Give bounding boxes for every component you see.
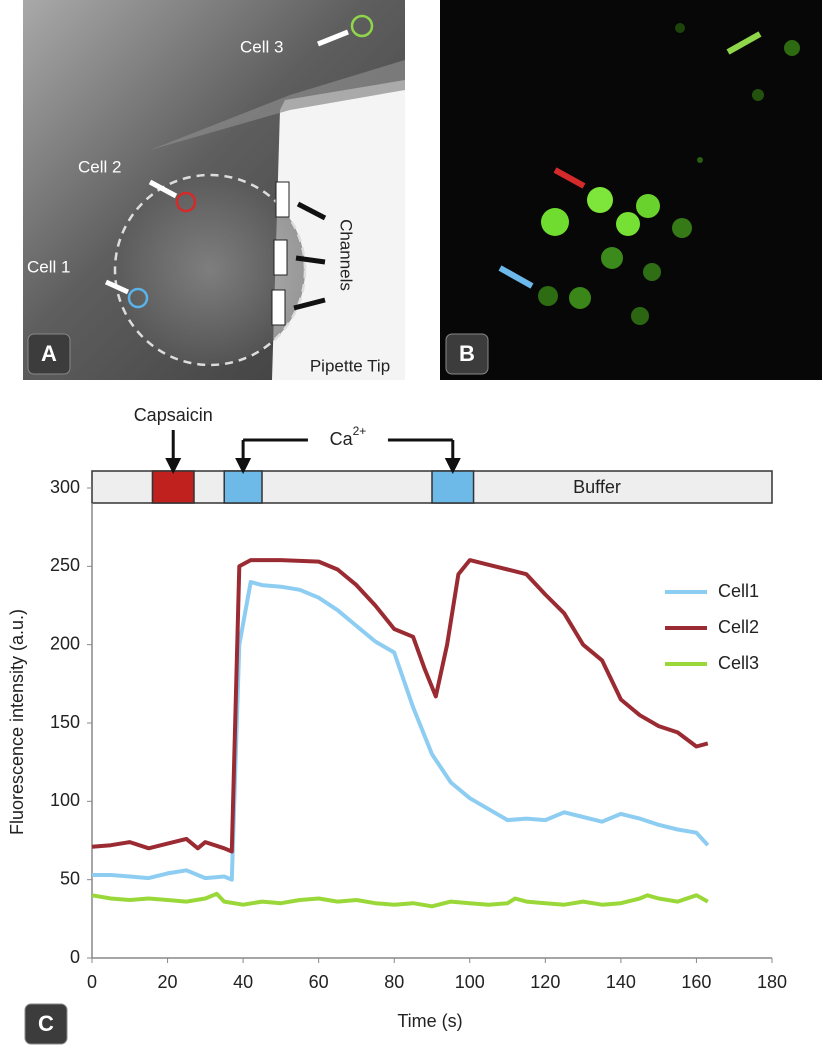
x-tick-label: 60 (309, 972, 329, 992)
panel-label-box (24, 1003, 68, 1045)
cell-arrows (104, 29, 349, 295)
dashed-region (113, 173, 307, 367)
panel-label: C (38, 1011, 54, 1036)
x-tick-label: 0 (87, 972, 97, 992)
y-tick-label: 100 (50, 790, 80, 810)
annotation: Pipette Tip (310, 356, 390, 375)
stimulus-label-superscript: 2+ (353, 424, 367, 438)
annotation: Cell 3 (240, 37, 283, 56)
panel-label: A (41, 341, 57, 366)
legend-label: Cell3 (718, 653, 759, 673)
annotation: Cell 2 (78, 157, 121, 176)
y-axis-label: Fluorescence intensity (a.u.) (7, 609, 27, 835)
y-tick-label: 200 (50, 633, 80, 653)
x-tick-label: 40 (233, 972, 253, 992)
x-tick-label: 120 (530, 972, 560, 992)
stimulus (151, 470, 195, 504)
channel (275, 181, 290, 218)
arrowhead (444, 458, 461, 474)
arrowhead (235, 458, 252, 474)
x-tick-label: 160 (681, 972, 711, 992)
y-tick-label: 300 (50, 477, 80, 497)
channel-arrows (293, 201, 327, 311)
stimulus (431, 470, 475, 504)
cell2-marker (175, 191, 197, 213)
x-tick-label: 20 (158, 972, 178, 992)
channel (273, 239, 288, 276)
timeline-label: Buffer (573, 477, 621, 497)
annotation: Channels (337, 219, 356, 291)
cell3-marker (350, 14, 374, 38)
pipette-shadow (150, 60, 405, 150)
arrow (553, 167, 586, 189)
series-line (92, 580, 710, 882)
legend-label: Cell2 (718, 617, 759, 637)
panel-b: B (440, 0, 822, 380)
stimulus (223, 470, 263, 504)
x-tick-label: 180 (757, 972, 787, 992)
series-line (91, 558, 709, 854)
series-line (91, 891, 709, 909)
green-cells (538, 23, 800, 325)
panel-label-box (27, 333, 71, 375)
x-tick-label: 140 (606, 972, 636, 992)
annotation: Cell 1 (27, 257, 70, 276)
y-tick-label: 150 (50, 712, 80, 732)
fluorescence-image (440, 0, 822, 380)
stimulus-label: Ca2+ (330, 424, 367, 449)
legend-label: Cell1 (718, 581, 759, 601)
cell1-marker (127, 287, 149, 309)
stimulus-label-text: Ca (330, 429, 354, 449)
arrowhead (165, 458, 182, 474)
cell-cluster (115, 175, 305, 365)
y-tick-label: 0 (70, 947, 80, 967)
arrow (498, 265, 534, 289)
panel-a: Cell 3 Cell 2 Cell 1 Channels Pipette Ti… (23, 0, 405, 380)
channel (271, 289, 286, 326)
x-axis-label: Time (s) (397, 1011, 462, 1031)
y-tick-label: 50 (60, 868, 80, 888)
panel-label-box (445, 333, 489, 375)
y-tick-label: 250 (50, 555, 80, 575)
stimulus-label: Capsaicin (134, 405, 213, 425)
arrow (726, 31, 762, 55)
panel-label: B (459, 341, 475, 366)
x-tick-label: 100 (455, 972, 485, 992)
x-tick-label: 80 (384, 972, 404, 992)
